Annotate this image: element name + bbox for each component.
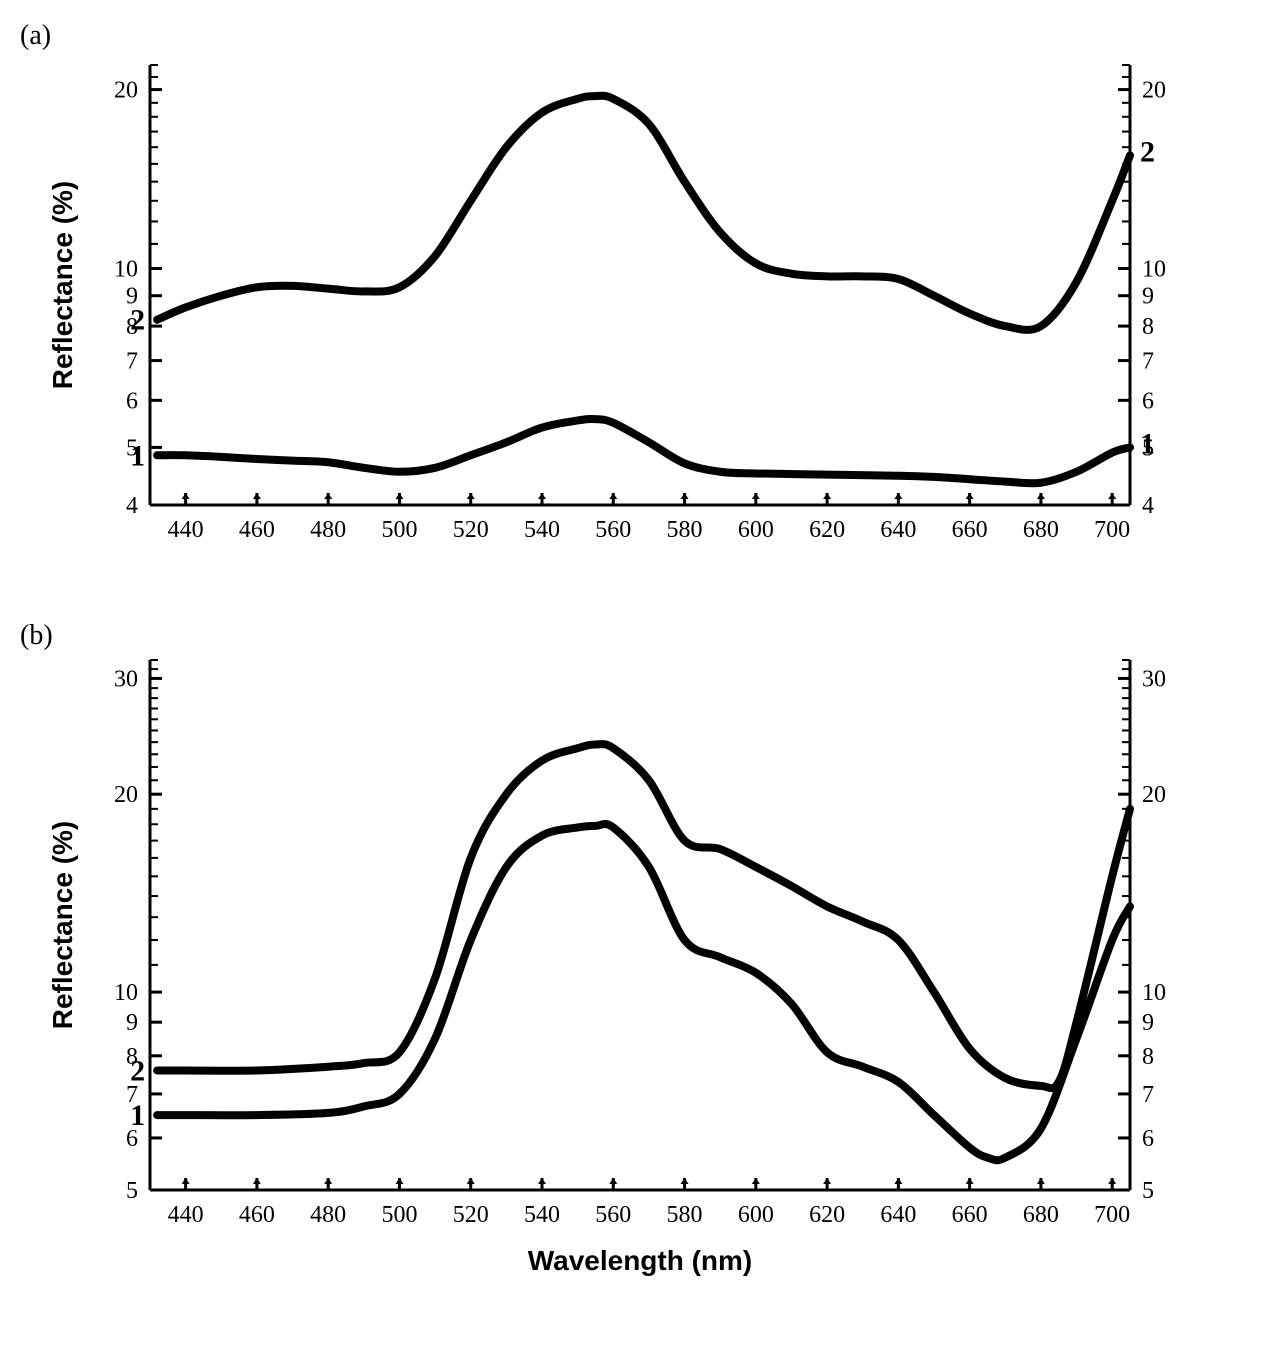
- y-tick-label: 4: [126, 493, 138, 519]
- x-tick-label: 480: [310, 1202, 346, 1228]
- y-tick-label-right: 10: [1142, 257, 1166, 283]
- y-tick-label: 20: [114, 78, 138, 104]
- curve-label-left: 1: [130, 1099, 145, 1132]
- x-tick-label: 660: [952, 1202, 988, 1228]
- panel-b-label: (b): [20, 620, 53, 652]
- curve-label-right: 1: [1140, 427, 1155, 460]
- y-tick-label: 10: [114, 980, 138, 1006]
- y-tick-label-right: 6: [1142, 1126, 1154, 1152]
- x-tick-label: 680: [1023, 1202, 1059, 1228]
- x-tick-label: 460: [239, 517, 275, 543]
- x-tick-label: 520: [453, 517, 489, 543]
- x-tick-label: 620: [809, 517, 845, 543]
- panel-a-label: (a): [20, 20, 51, 52]
- curve-label-left: 2: [130, 304, 145, 337]
- x-tick-label: 580: [667, 517, 703, 543]
- y-tick-label-right: 10: [1142, 980, 1166, 1006]
- panel-b: (b) 556677889910102020303044046048050052…: [20, 620, 1248, 1320]
- x-tick-label: 560: [595, 1202, 631, 1228]
- y-tick-label-right: 7: [1142, 349, 1154, 375]
- figure: (a) 445566778899101020204404604805005205…: [20, 20, 1248, 1320]
- y-tick-label-right: 20: [1142, 782, 1166, 808]
- y-tick-label: 5: [126, 1178, 138, 1204]
- y-tick-label-right: 8: [1142, 1044, 1154, 1070]
- curve-b-1: [157, 824, 1130, 1160]
- x-tick-label: 680: [1023, 517, 1059, 543]
- y-tick-label-right: 8: [1142, 314, 1154, 340]
- x-tick-label: 560: [595, 517, 631, 543]
- x-tick-label: 520: [453, 1202, 489, 1228]
- y-tick-label-right: 9: [1142, 1010, 1154, 1036]
- curve-b-2: [157, 744, 1130, 1088]
- y-axis-title: Reflectance (%): [47, 181, 78, 390]
- y-tick-label-right: 7: [1142, 1082, 1154, 1108]
- x-tick-label: 700: [1094, 1202, 1130, 1228]
- curve-label-right: 2: [1140, 135, 1155, 168]
- x-tick-label: 640: [880, 1202, 916, 1228]
- x-tick-label: 500: [381, 1202, 417, 1228]
- x-tick-label: 620: [809, 1202, 845, 1228]
- x-tick-label: 440: [168, 1202, 204, 1228]
- y-tick-label-right: 6: [1142, 388, 1154, 414]
- panel-a: (a) 445566778899101020204404604805005205…: [20, 20, 1248, 610]
- x-tick-label: 600: [738, 517, 774, 543]
- y-axis-title: Reflectance (%): [47, 821, 78, 1030]
- x-tick-label: 640: [880, 517, 916, 543]
- x-tick-label: 480: [310, 517, 346, 543]
- x-tick-label: 580: [667, 1202, 703, 1228]
- x-tick-label: 460: [239, 1202, 275, 1228]
- curve-a-2: [157, 96, 1130, 330]
- y-tick-label-right: 5: [1142, 1178, 1154, 1204]
- y-tick-label: 9: [126, 1010, 138, 1036]
- y-tick-label: 20: [114, 782, 138, 808]
- x-tick-label: 540: [524, 517, 560, 543]
- y-tick-label: 30: [114, 666, 138, 692]
- x-tick-label: 540: [524, 1202, 560, 1228]
- y-tick-label: 7: [126, 349, 138, 375]
- x-tick-label: 440: [168, 517, 204, 543]
- y-tick-label: 6: [126, 388, 138, 414]
- curve-label-left: 1: [130, 439, 145, 472]
- curve-label-left: 2: [130, 1054, 145, 1087]
- y-tick-label: 10: [114, 257, 138, 283]
- x-tick-label: 700: [1094, 517, 1130, 543]
- x-axis-title: Wavelength (nm): [528, 1245, 753, 1276]
- y-tick-label-right: 9: [1142, 284, 1154, 310]
- curve-a-1: [157, 419, 1130, 483]
- x-tick-label: 660: [952, 517, 988, 543]
- x-tick-label: 500: [381, 517, 417, 543]
- y-tick-label-right: 20: [1142, 78, 1166, 104]
- x-tick-label: 600: [738, 1202, 774, 1228]
- y-tick-label-right: 30: [1142, 666, 1166, 692]
- y-tick-label-right: 4: [1142, 493, 1154, 519]
